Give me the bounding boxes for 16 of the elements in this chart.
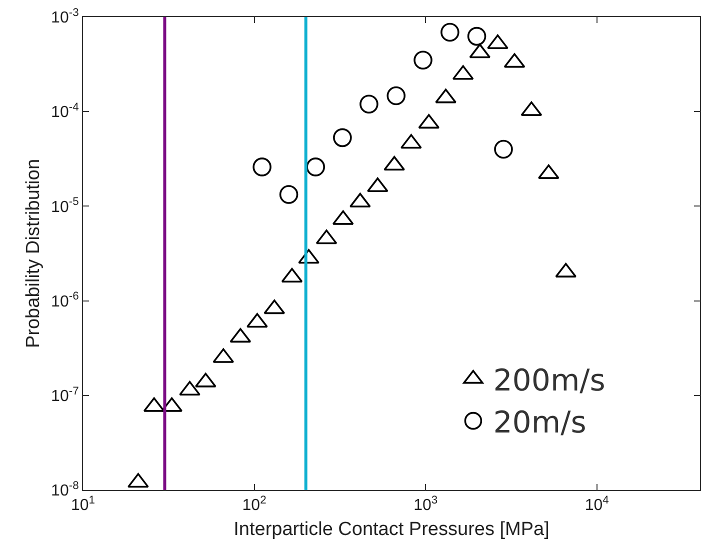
y-tick-label: 10$^{-6}$ [51, 290, 79, 310]
point [384, 156, 406, 171]
x-tick-label: 10$^{4}$ [584, 494, 609, 514]
legend-label: 20m/s [493, 406, 586, 441]
x-axis-title: Interparticle Contact Pressures [MPa] [234, 519, 550, 540]
point [366, 177, 388, 192]
point [179, 380, 200, 396]
point [487, 34, 508, 50]
x-tick-label: 10$^{3}$ [414, 494, 438, 514]
y-tick-label: 10$^{-7}$ [51, 385, 79, 405]
y-axis-title: Probability Distribution [22, 158, 44, 348]
y-tick-label: 10$^{-3}$ [51, 6, 79, 27]
x-tick-label: 10$^{2}$ [242, 494, 266, 514]
legend-label: 200m/s [493, 364, 606, 399]
y-tick-label: 10$^{-4}$ [51, 101, 79, 122]
y-tick-label: 10$^{-5}$ [51, 196, 79, 216]
